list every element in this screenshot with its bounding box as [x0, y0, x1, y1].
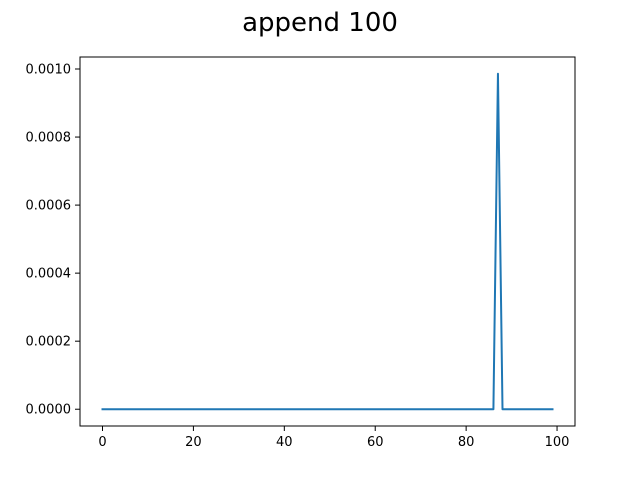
axes-frame: [79, 56, 576, 427]
plot-area: 0 20 40 60 80 100 0.0000 0.0002 0.0004 0.0006 0.00…: [26, 56, 576, 450]
y-tick-label: 0.0008: [26, 131, 72, 146]
y-tick-label: 0.0006: [26, 199, 72, 214]
chart-title: append 100: [242, 8, 398, 38]
x-tick-label: 20: [185, 435, 202, 450]
y-tick-label: 0.0004: [26, 267, 72, 282]
x-tick-label: 60: [367, 435, 384, 450]
x-tick-label: 0: [98, 435, 106, 450]
y-tick-label: 0.0000: [26, 403, 72, 418]
x-tick-label: 100: [545, 435, 570, 450]
y-tick-label: 0.0002: [26, 335, 72, 350]
x-tick-label: 40: [276, 435, 293, 450]
series-line-0: [101, 72, 554, 411]
y-tick-label: 0.0010: [26, 63, 72, 78]
x-tick-label: 80: [458, 435, 475, 450]
